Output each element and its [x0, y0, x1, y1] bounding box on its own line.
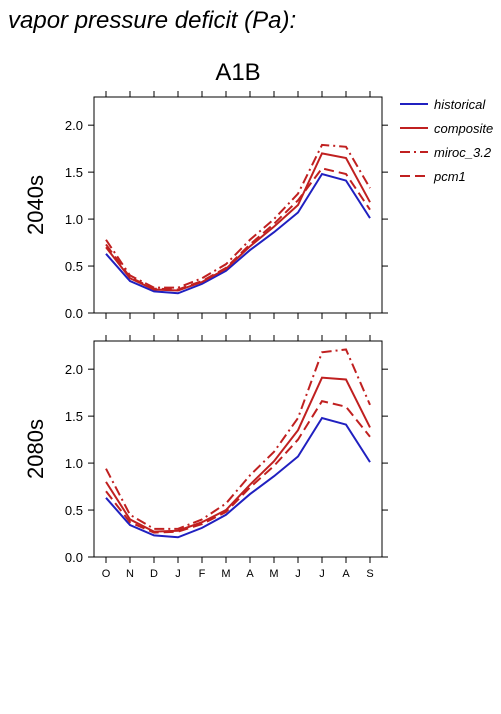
y-axis-label: 2040s: [23, 175, 48, 235]
x-tick-label: M: [269, 568, 278, 580]
series-line: composite: [105, 376, 371, 533]
figure-title: vapor pressure deficit (Pa):: [8, 7, 296, 34]
y-tick-label: 0.5: [65, 503, 83, 518]
y-tick-label: 0.0: [65, 306, 83, 321]
series-line: pcm1: [105, 399, 371, 534]
legend-label: composite: [434, 121, 493, 136]
y-tick-label: 0.5: [65, 259, 83, 274]
series-line: [105, 167, 371, 291]
x-tick-label: A: [342, 568, 350, 580]
series-line: miroc_3.2: [105, 348, 371, 530]
legend-label: historical: [434, 97, 486, 112]
series-line: [105, 143, 371, 289]
y-tick-label: 0.0: [65, 550, 83, 565]
x-tick-label: S: [366, 568, 373, 580]
legend-label: miroc_3.2: [434, 145, 492, 160]
y-tick-label: 2.0: [65, 118, 83, 133]
legend-label: pcm1: [433, 169, 466, 184]
x-tick-label: J: [295, 568, 301, 580]
x-tick-label: J: [175, 568, 181, 580]
series-line: [105, 172, 371, 295]
plot-frame: [93, 96, 383, 314]
x-tick-label: A: [246, 568, 254, 580]
y-tick-label: 1.0: [65, 212, 83, 227]
x-tick-label: O: [102, 568, 111, 580]
y-tick-label: 2.0: [65, 362, 83, 377]
x-tick-label: J: [319, 568, 325, 580]
y-tick-label: 1.0: [65, 456, 83, 471]
x-tick-label: M: [221, 568, 230, 580]
plot-frame: [93, 340, 383, 558]
x-tick-label: F: [199, 568, 206, 580]
y-tick-label: 1.5: [65, 165, 83, 180]
scenario-title: A1B: [215, 59, 260, 86]
series-line: [105, 152, 371, 292]
y-axis-label: 2080s: [23, 419, 48, 479]
series-line: historical: [105, 416, 371, 539]
x-tick-label: N: [126, 568, 134, 580]
x-tick-label: D: [150, 568, 158, 580]
y-tick-label: 1.5: [65, 409, 83, 424]
